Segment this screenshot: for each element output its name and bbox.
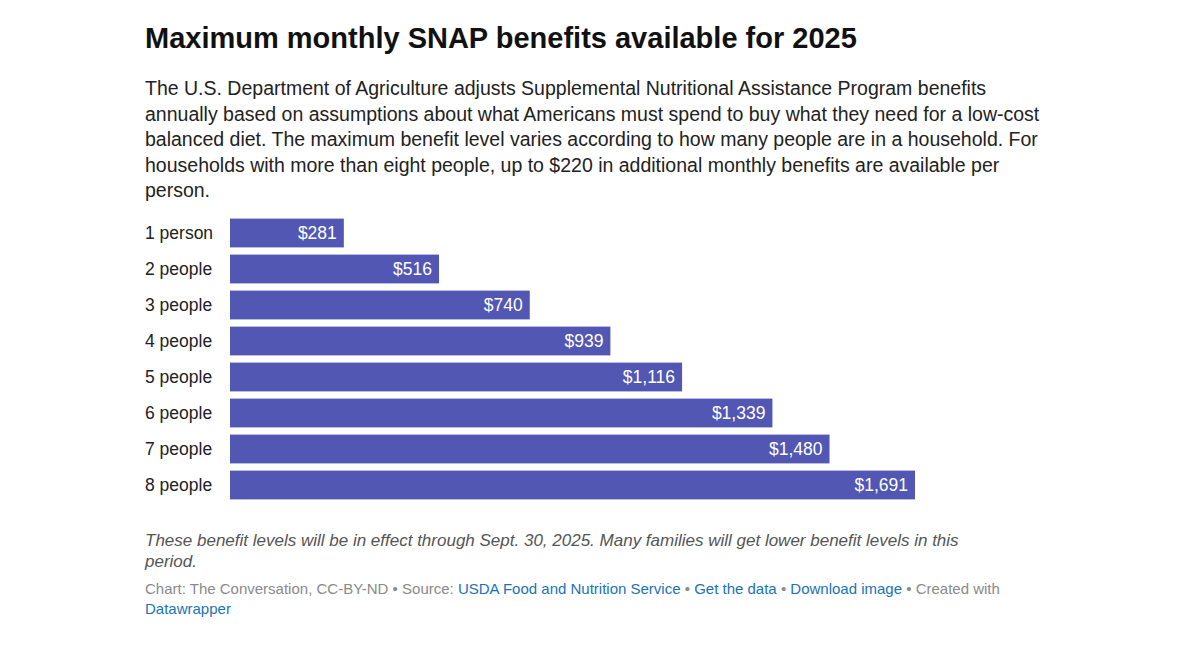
footer-text: •	[781, 580, 786, 597]
footer-text: Chart: The Conversation, CC-BY-ND	[145, 580, 388, 597]
tick: 2 people	[145, 259, 212, 279]
tick-label: 6 people	[145, 403, 212, 423]
bar	[230, 255, 439, 284]
tick-label: 4 people	[145, 331, 212, 351]
data-label: $740	[484, 295, 523, 315]
chart-subtitle: The U.S. Department of Agriculture adjus…	[145, 76, 1040, 204]
tick: 5 people	[145, 367, 212, 387]
chart-notes: These benefit levels will be in effect t…	[145, 530, 1005, 572]
data-label: $939	[564, 331, 603, 351]
bar	[230, 327, 610, 356]
bar	[230, 291, 530, 320]
tick-label: 8 people	[145, 475, 212, 495]
bars	[230, 219, 915, 500]
bar	[230, 471, 915, 500]
footer-text: Source:	[402, 580, 454, 597]
data-label: $1,691	[854, 475, 908, 495]
footer-link[interactable]: Download image	[790, 580, 902, 597]
data-labels: $281 $516 $740 $939 $1,116 $1,339$1,480 $1,691	[298, 223, 908, 495]
bar	[230, 363, 682, 392]
tick: 4 people	[145, 331, 212, 351]
footer-text: Created with	[916, 580, 1000, 597]
tick-label: 1 person	[145, 223, 213, 243]
category-axis: 1 person 2 people 3 people 4 people 5 people…	[145, 223, 213, 495]
chart-title: Maximum monthly SNAP benefits available …	[145, 22, 857, 55]
data-label: $1,480	[769, 439, 823, 459]
footer-link[interactable]: Get the data	[694, 580, 777, 597]
chart-footer: Chart: The Conversation, CC-BY-ND • Sour…	[145, 579, 1045, 618]
data-label: $1,116	[623, 367, 675, 387]
footer-text: •	[393, 580, 398, 597]
tick-label: 7 people	[145, 439, 212, 459]
footer-link[interactable]: Datawrapper	[145, 600, 231, 617]
data-label: $516	[393, 259, 432, 279]
tick: 8 people	[145, 475, 212, 495]
bar	[230, 399, 772, 428]
tick: 6 people	[145, 403, 212, 423]
data-label: $1,339	[712, 403, 766, 423]
tick: 3 people	[145, 295, 212, 315]
bar	[230, 219, 344, 248]
data-label: $281	[298, 223, 337, 243]
tick-label: 2 people	[145, 259, 212, 279]
bar	[230, 435, 830, 464]
tick-label: 5 people	[145, 367, 212, 387]
footer-link[interactable]: USDA Food and Nutrition Service	[458, 580, 681, 597]
tick: 1 person	[145, 223, 213, 243]
footer-text: •	[685, 580, 690, 597]
footer-text: •	[906, 580, 911, 597]
tick-label: 3 people	[145, 295, 212, 315]
tick: 7 people	[145, 439, 212, 459]
